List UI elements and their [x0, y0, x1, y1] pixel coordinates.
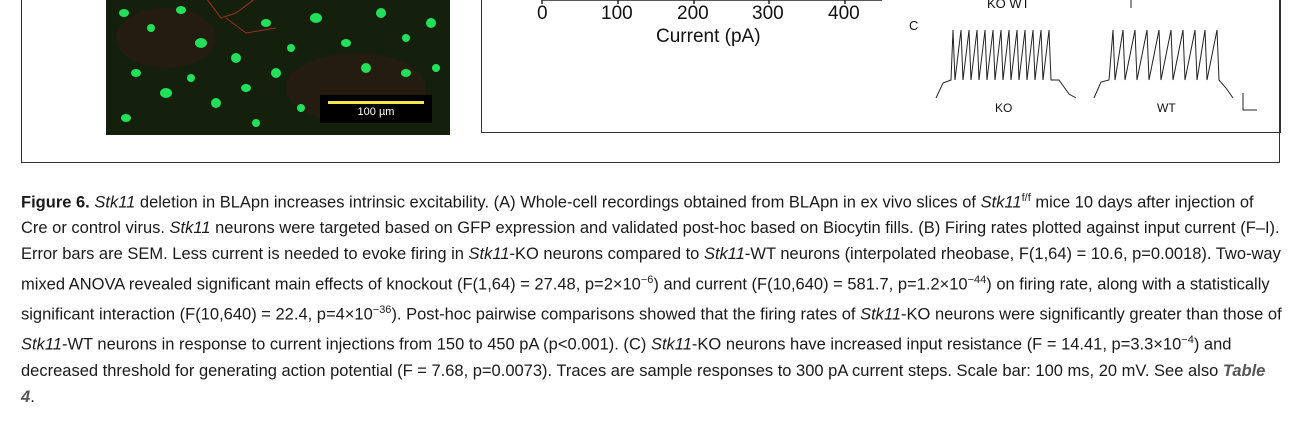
top-trace-labels: KO WT [987, 0, 1030, 11]
caption-text: ) on firing rate, along with a statistic… [21, 275, 1270, 324]
table-4-link[interactable]: Table 4 [21, 361, 1266, 406]
caption-superscript: −44 [967, 273, 987, 286]
scale-bar-label: 100 µm [357, 106, 395, 118]
caption-gene: Stk11 [703, 245, 745, 264]
caption-text: -KO neurons have increased input resista… [691, 335, 1182, 354]
micrograph-image [106, 0, 450, 135]
x-tick-label: 300 [752, 3, 784, 24]
caption-text: ). Post-hoc pairwise comparisons showed … [391, 305, 861, 324]
caption-gene: Stk11 [21, 335, 62, 354]
caption-text: -WT neurons in response to current injec… [61, 335, 629, 354]
caption-gene: Stk11 [860, 305, 902, 324]
caption-superscript: −36 [372, 304, 392, 317]
caption-text: ) and current (F(10,640) = 581.7, p=1.2×… [653, 275, 968, 294]
panel-c-traces: KO WT C KO WT [881, 0, 1281, 133]
caption-superscript: −6 [640, 273, 654, 286]
voltage-traces [935, 0, 1257, 111]
caption-gene: Stk11 [169, 219, 211, 238]
x-axis [541, 0, 882, 4]
x-axis-title: Current (pA) [656, 26, 761, 47]
panel-letter-c: C [909, 18, 919, 33]
trace-label-wt: WT [1157, 101, 1176, 115]
panel-ref-b: B [923, 219, 935, 238]
caption-text: mice 10 days after injection of Cre or c… [21, 193, 1254, 238]
x-tick-label: 100 [601, 3, 633, 24]
caption-gene: Stk11 [650, 335, 692, 354]
caption-text: ) [640, 335, 651, 354]
caption-text: ) Whole-cell recordings obtained from BL… [510, 193, 981, 212]
panel-b-plot: 0 100 200 300 400 Current (pA) [481, 0, 882, 133]
caption-gene: Stk11 [94, 193, 136, 212]
panel-a-micrograph: 100 µm [106, 0, 450, 135]
panel-ref-c: C [628, 335, 641, 354]
caption-text: -KO neurons were significantly greater t… [901, 305, 1282, 324]
x-tick-label: 200 [677, 3, 709, 24]
caption-superscript: −4 [1181, 334, 1194, 347]
figure-label: Figure 6. [21, 193, 90, 212]
trace-label-ko: KO [995, 101, 1013, 115]
caption-text: neurons were targeted based on GFP expre… [210, 219, 924, 238]
scale-bar-line [328, 101, 424, 104]
caption-text: . [30, 387, 35, 406]
figure-caption: Figure 6. Stk11 deletion in BLApn increa… [21, 186, 1283, 410]
caption-text: deletion in BLApn increases intrinsic ex… [135, 193, 500, 212]
caption-text: ) and decreased threshold for generating… [21, 335, 1232, 380]
x-tick-label: 400 [828, 3, 860, 24]
caption-text: ) Firing rates plotted against input cur… [21, 219, 1280, 264]
caption-gene: Stk11 [980, 193, 1022, 212]
caption-text: -WT neurons (interpolated rheobase, F(1,… [21, 245, 1281, 294]
caption-gene: Stk11 [468, 245, 510, 264]
figure-frame: 100 µm 0 100 200 300 400 Current (pA) KO… [21, 0, 1281, 163]
x-tick-label: 0 [537, 3, 548, 24]
caption-text: -KO neurons compared to [509, 245, 704, 264]
panel-ref-a: A [499, 193, 511, 212]
caption-superscript: f/f [1021, 192, 1031, 204]
scale-bar: 100 µm [320, 95, 432, 123]
